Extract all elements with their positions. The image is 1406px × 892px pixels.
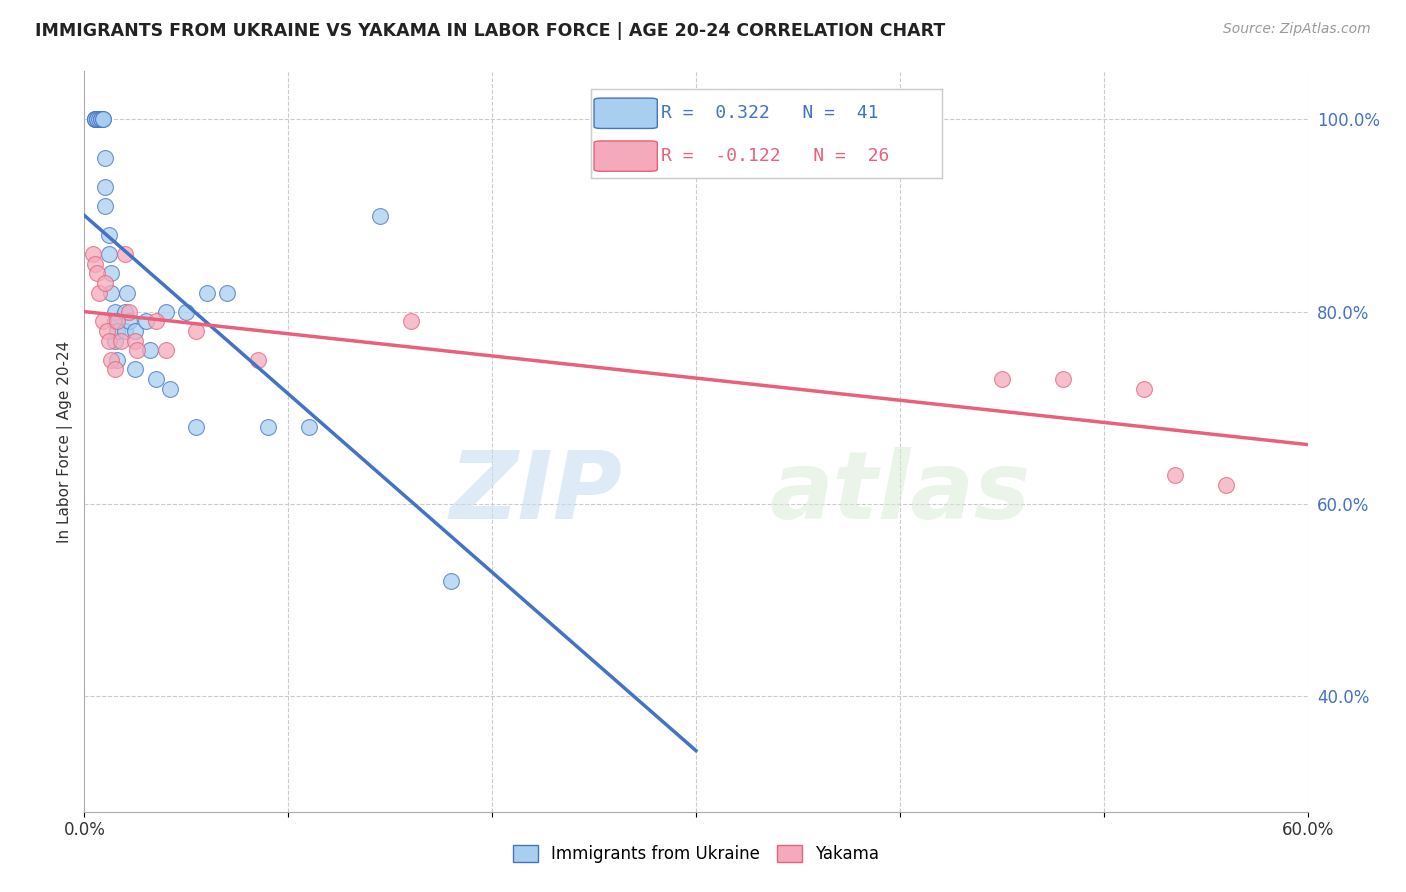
Point: [1133, 382, 1156, 396]
Point: [105, 314, 128, 328]
Point: [114, 304, 136, 318]
Point: [86, 112, 108, 127]
Point: [83, 112, 105, 127]
Point: [97, 247, 120, 261]
Point: [186, 420, 208, 434]
Point: [96, 324, 118, 338]
Text: ZIP: ZIP: [450, 448, 623, 540]
Point: [257, 420, 280, 434]
Point: [93, 151, 115, 165]
Point: [93, 199, 115, 213]
Point: [145, 314, 167, 328]
Point: [217, 285, 239, 300]
Point: [138, 343, 160, 358]
Point: [91, 314, 114, 328]
Point: [97, 334, 120, 348]
FancyBboxPatch shape: [593, 98, 657, 128]
Point: [87, 112, 110, 127]
Text: atlas: atlas: [769, 448, 1031, 540]
Point: [118, 304, 141, 318]
Point: [104, 304, 127, 318]
Point: [124, 334, 146, 348]
Point: [100, 352, 122, 367]
Point: [114, 324, 136, 338]
Y-axis label: In Labor Force | Age 20-24: In Labor Force | Age 20-24: [58, 341, 73, 542]
Point: [1164, 468, 1187, 483]
Point: [991, 372, 1014, 386]
Point: [90, 112, 112, 127]
Point: [124, 362, 146, 376]
Legend: Immigrants from Ukraine, Yakama: Immigrants from Ukraine, Yakama: [506, 838, 886, 870]
Point: [93, 276, 115, 290]
Point: [83, 112, 105, 127]
Point: [87, 285, 110, 300]
Point: [145, 372, 167, 386]
Point: [97, 227, 120, 242]
Point: [124, 324, 146, 338]
Point: [159, 382, 181, 396]
Point: [114, 247, 136, 261]
Point: [440, 574, 463, 588]
Point: [91, 112, 114, 127]
Point: [135, 314, 157, 328]
Point: [91, 112, 114, 127]
Point: [104, 362, 127, 376]
Point: [105, 324, 128, 338]
Point: [118, 314, 141, 328]
Point: [82, 247, 104, 261]
Point: [86, 266, 108, 280]
Point: [100, 266, 122, 280]
FancyBboxPatch shape: [593, 141, 657, 171]
Point: [246, 352, 269, 367]
Point: [93, 179, 115, 194]
Text: Source: ZipAtlas.com: Source: ZipAtlas.com: [1223, 22, 1371, 37]
Point: [86, 112, 108, 127]
Point: [399, 314, 422, 328]
Point: [110, 334, 132, 348]
Point: [155, 343, 177, 358]
Point: [105, 352, 128, 367]
Point: [298, 420, 321, 434]
Point: [115, 285, 138, 300]
Point: [90, 112, 112, 127]
Point: [195, 285, 218, 300]
Point: [186, 324, 208, 338]
Point: [1215, 478, 1237, 492]
Text: IMMIGRANTS FROM UKRAINE VS YAKAMA IN LABOR FORCE | AGE 20-24 CORRELATION CHART: IMMIGRANTS FROM UKRAINE VS YAKAMA IN LAB…: [35, 22, 945, 40]
Point: [104, 314, 127, 328]
Point: [174, 304, 197, 318]
Point: [127, 343, 149, 358]
Point: [83, 257, 105, 271]
Point: [1052, 372, 1074, 386]
Text: R =  -0.122   N =  26: R = -0.122 N = 26: [661, 147, 889, 165]
Point: [104, 334, 127, 348]
Point: [368, 209, 391, 223]
Point: [155, 304, 177, 318]
Point: [83, 112, 105, 127]
Text: R =  0.322   N =  41: R = 0.322 N = 41: [661, 104, 879, 122]
Point: [100, 285, 122, 300]
